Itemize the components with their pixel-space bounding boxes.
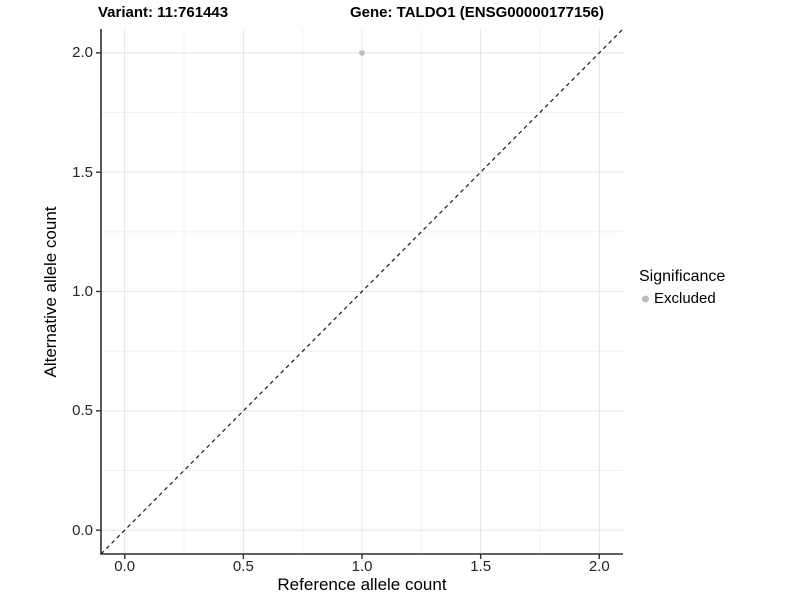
x-tick-label: 0.0 xyxy=(114,558,136,575)
y-axis-title: Alternative allele count xyxy=(41,206,60,378)
legend: Significance Excluded xyxy=(639,267,725,307)
legend-entry: Excluded xyxy=(639,290,725,307)
legend-entries: Excluded xyxy=(639,290,725,307)
legend-key xyxy=(639,290,653,307)
y-tick-label: 0.0 xyxy=(72,521,93,539)
legend-point-icon xyxy=(642,295,649,302)
y-tick-label: 0.5 xyxy=(72,402,93,420)
x-tick-label: 1.0 xyxy=(351,558,373,575)
data-point xyxy=(359,50,365,56)
x-axis-title: Reference allele count xyxy=(277,575,447,594)
identity-reference-line xyxy=(100,28,624,555)
x-tick-label: 2.0 xyxy=(588,558,610,575)
legend-entry-label: Excluded xyxy=(654,290,716,307)
x-tick-label: 0.5 xyxy=(232,558,254,575)
plot-title-variant: Variant: 11:761443 xyxy=(98,4,229,21)
y-tick-label: 2.0 xyxy=(72,44,93,62)
y-tick-label: 1.0 xyxy=(72,283,93,300)
y-tick-label: 1.5 xyxy=(72,163,93,181)
plot-title-gene: Gene: TALDO1 (ENSG00000177156) xyxy=(350,4,604,21)
legend-title: Significance xyxy=(639,268,726,285)
x-tick-label: 1.5 xyxy=(470,558,492,575)
